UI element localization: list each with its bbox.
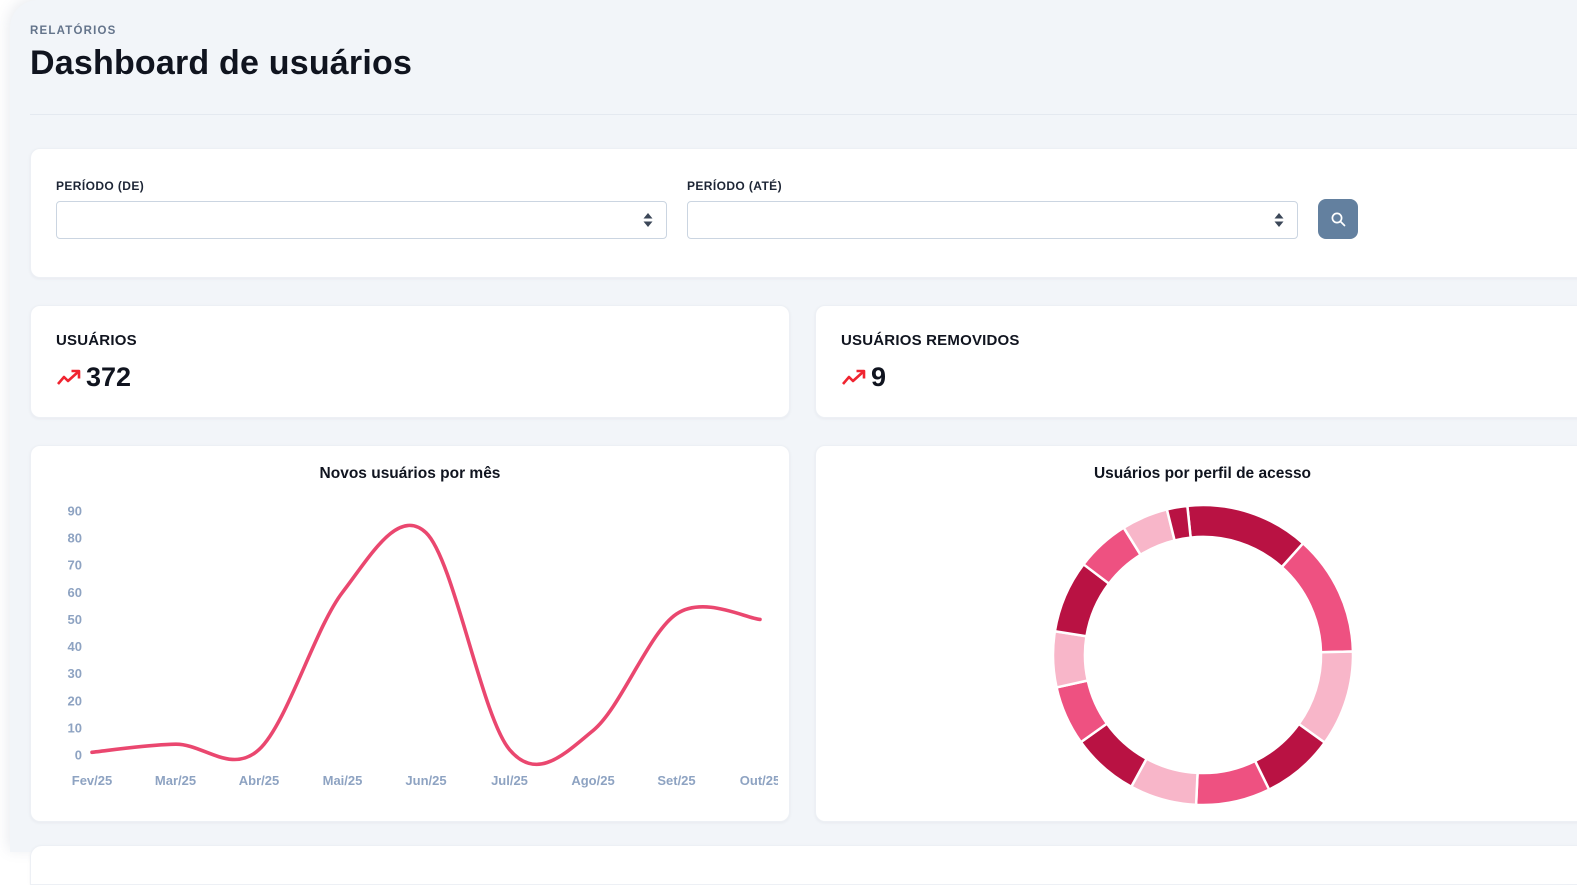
filter-card: PERÍODO (DE) PERÍODO (ATÉ) (30, 148, 1577, 278)
donut-chart-title: Usuários por perfil de acesso (1093, 465, 1312, 482)
svg-text:0: 0 (75, 748, 82, 763)
stat-label: USUÁRIOS REMOVIDOS (841, 332, 1020, 349)
next-section-card (30, 845, 1577, 885)
stat-value: 372 (86, 362, 132, 392)
page-title: Dashboard de usuários (30, 44, 413, 82)
svg-text:50: 50 (68, 612, 82, 627)
trending-up-icon (842, 369, 866, 385)
period-from-field: PERÍODO (DE) (56, 179, 667, 239)
svg-text:90: 90 (68, 504, 82, 519)
line-chart: 0 10 20 30 40 50 60 70 80 90 Fev/25 Mar/25 Abr/25 Mai… (68, 504, 778, 789)
svg-text:Abr/25: Abr/25 (239, 773, 279, 788)
svg-text:30: 30 (68, 666, 82, 681)
stat-label: USUÁRIOS (56, 332, 137, 349)
svg-text:40: 40 (68, 639, 82, 654)
svg-text:Fev/25: Fev/25 (72, 773, 112, 788)
stat-card-users: USUÁRIOS 372 (30, 305, 790, 418)
donut-chart (1051, 503, 1354, 807)
svg-text:70: 70 (68, 558, 82, 573)
main-content-panel: RELATÓRIOS Dashboard de usuários PERÍODO… (10, 0, 1577, 885)
breadcrumb: RELATÓRIOS (30, 25, 117, 37)
line-chart-card: Novos usuários por mês 0 10 20 30 40 50 60 70 80… (30, 445, 790, 822)
donut-chart-card: Usuários por perfil de acesso (815, 445, 1577, 822)
svg-text:10: 10 (68, 720, 82, 735)
period-from-select[interactable] (56, 201, 667, 239)
svg-text:20: 20 (68, 693, 82, 708)
svg-text:Jul/25: Jul/25 (491, 773, 528, 788)
svg-text:60: 60 (68, 585, 82, 600)
chevron-up-down-icon (643, 213, 653, 227)
svg-text:Ago/25: Ago/25 (571, 773, 614, 788)
svg-text:Jun/25: Jun/25 (405, 773, 446, 788)
svg-text:Set/25: Set/25 (657, 773, 695, 788)
svg-text:Mar/25: Mar/25 (155, 773, 196, 788)
svg-text:Mai/25: Mai/25 (323, 773, 363, 788)
svg-text:80: 80 (68, 531, 82, 546)
period-from-label: PERÍODO (DE) (56, 179, 145, 193)
trending-up-icon (57, 369, 81, 385)
period-to-label: PERÍODO (ATÉ) (687, 179, 782, 193)
search-button[interactable] (1318, 199, 1358, 239)
search-icon (1331, 212, 1345, 226)
title-divider (30, 114, 1577, 115)
stat-card-removed-users: USUÁRIOS REMOVIDOS 9 (815, 305, 1577, 418)
line-chart-title: Novos usuários por mês (319, 465, 501, 482)
period-to-field: PERÍODO (ATÉ) (687, 179, 1298, 239)
chevron-up-down-icon (1274, 213, 1284, 227)
svg-text:Out/25: Out/25 (740, 773, 778, 788)
period-to-select[interactable] (687, 201, 1298, 239)
stat-value: 9 (871, 362, 887, 392)
